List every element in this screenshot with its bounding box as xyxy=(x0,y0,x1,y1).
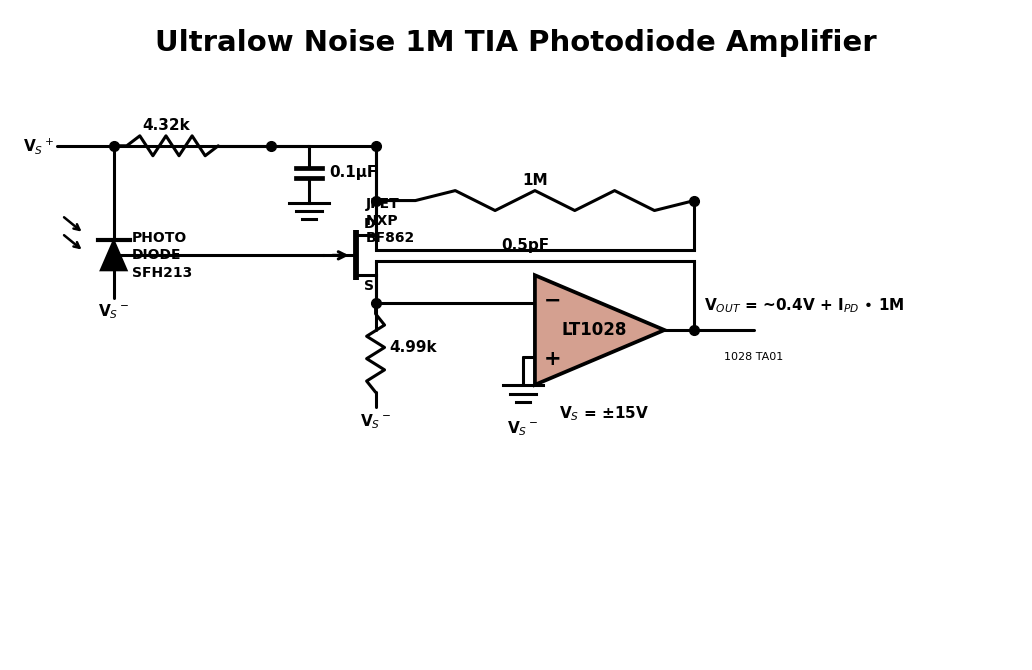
Text: V$_S$$^+$: V$_S$$^+$ xyxy=(23,136,54,156)
Text: PHOTO
DIODE
SFH213: PHOTO DIODE SFH213 xyxy=(132,231,192,279)
Text: 4.99k: 4.99k xyxy=(389,340,438,355)
Polygon shape xyxy=(535,275,665,385)
Text: 0.1μF: 0.1μF xyxy=(329,165,377,180)
Text: V$_S$$^-$: V$_S$$^-$ xyxy=(360,412,391,431)
Text: V$_S$ = ±15V: V$_S$ = ±15V xyxy=(559,405,650,423)
Text: 4.32k: 4.32k xyxy=(142,118,190,133)
Text: −: − xyxy=(544,291,561,311)
Polygon shape xyxy=(101,241,127,270)
Text: 0.5pF: 0.5pF xyxy=(501,239,549,253)
Text: +: + xyxy=(544,349,561,369)
Text: 1028 TA01: 1028 TA01 xyxy=(724,352,783,362)
Text: Ultralow Noise 1M TIA Photodiode Amplifier: Ultralow Noise 1M TIA Photodiode Amplifi… xyxy=(155,29,877,57)
Text: S: S xyxy=(363,279,374,293)
Text: V$_S$$^-$: V$_S$$^-$ xyxy=(98,302,129,321)
Text: JFET
NXP
BF862: JFET NXP BF862 xyxy=(365,197,415,245)
Text: V$_S$$^-$: V$_S$$^-$ xyxy=(508,419,539,438)
Text: 1M: 1M xyxy=(522,173,548,188)
Text: LT1028: LT1028 xyxy=(562,321,627,339)
Text: V$_{OUT}$ = ~0.4V + I$_{PD}$ • 1M: V$_{OUT}$ = ~0.4V + I$_{PD}$ • 1M xyxy=(704,296,905,315)
Text: D: D xyxy=(363,218,376,231)
